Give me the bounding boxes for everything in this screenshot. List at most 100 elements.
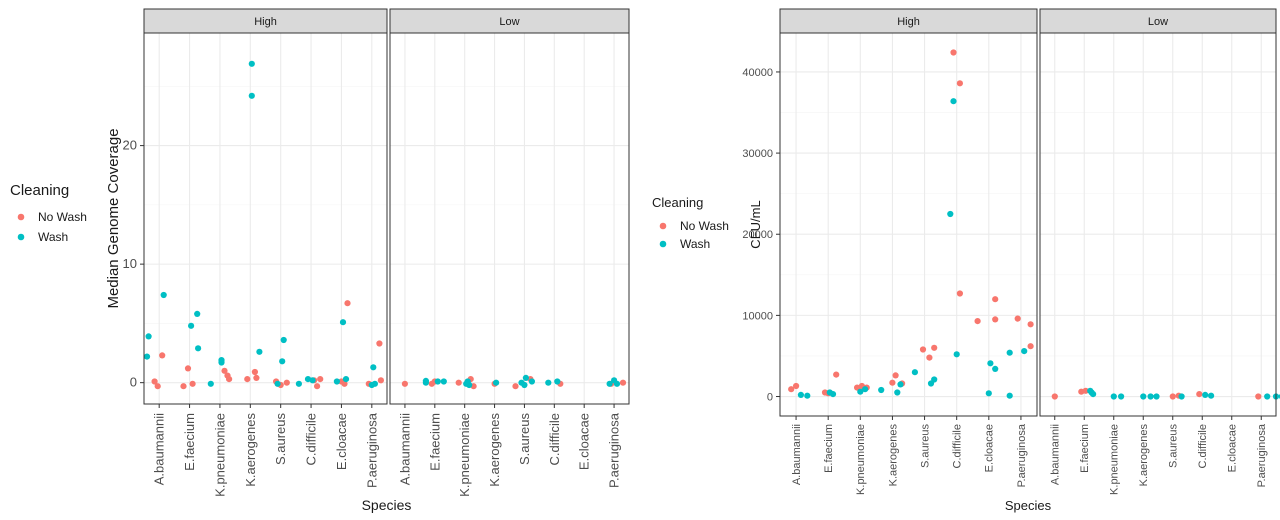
data-point-wash <box>333 378 340 385</box>
x-tick-label: K.pneumoniae <box>1109 424 1121 495</box>
x-tick-label: E.faecium <box>182 413 197 471</box>
data-point-wash <box>194 310 201 317</box>
strip-background <box>779 8 1038 34</box>
data-point-no-wash <box>950 49 957 56</box>
data-point-wash <box>1147 393 1154 400</box>
legend-title: Cleaning <box>10 182 69 199</box>
panel-background <box>780 33 1037 416</box>
data-point-no-wash <box>992 296 999 303</box>
data-point-no-wash <box>180 383 187 390</box>
data-point-wash <box>1264 393 1271 400</box>
y-tick-label: 20 <box>123 138 137 153</box>
data-point-no-wash <box>253 374 260 381</box>
data-point-no-wash <box>151 378 158 385</box>
data-point-wash <box>953 351 960 358</box>
data-point-wash <box>160 291 167 299</box>
data-point-wash <box>826 389 833 396</box>
data-point-no-wash <box>1082 387 1089 394</box>
data-point-no-wash <box>189 380 196 387</box>
x-tick-label: S.aureus <box>1168 424 1180 469</box>
data-point-no-wash <box>1051 393 1058 400</box>
y-tick-label: 30000 <box>742 148 773 160</box>
data-point-wash <box>143 353 151 360</box>
data-point-wash <box>987 360 994 367</box>
strip-label: Low <box>1148 16 1168 28</box>
x-tick-label: A.baumannii <box>1050 424 1062 485</box>
data-point-wash <box>1118 393 1125 400</box>
strip-label: Low <box>499 16 519 28</box>
x-tick-label: C.difficile <box>304 413 319 466</box>
x-tick-label: S.aureus <box>517 413 532 466</box>
legend: Cleaning No Wash Wash <box>652 195 729 251</box>
data-point-wash <box>248 60 255 67</box>
data-point-wash <box>207 380 214 387</box>
data-point-wash <box>422 377 429 384</box>
strip-background <box>143 8 388 34</box>
data-point-wash <box>295 380 302 387</box>
data-point-no-wash <box>455 379 462 386</box>
data-point-no-wash <box>889 379 896 386</box>
data-point-no-wash <box>184 365 192 372</box>
x-tick-label: K.aerogenes <box>487 413 502 487</box>
data-point-no-wash <box>956 290 964 297</box>
x-tick-label: E.faecium <box>427 413 442 471</box>
legend-label: No Wash <box>680 219 729 233</box>
data-point-no-wash <box>1027 321 1034 328</box>
data-point-no-wash <box>159 352 166 359</box>
x-tick-label: C.difficile <box>1197 424 1209 468</box>
y-tick-label: 10 <box>123 256 137 271</box>
data-point-wash <box>613 380 621 387</box>
data-point-no-wash <box>833 371 840 378</box>
data-point-no-wash <box>619 379 627 386</box>
x-tick-label: K.pneumoniae <box>855 424 867 495</box>
legend-key-wash <box>17 233 25 241</box>
strip-background <box>1039 8 1277 34</box>
data-point-wash <box>218 357 225 364</box>
data-point-no-wash <box>788 386 795 393</box>
x-tick-label: K.aerogenes <box>1138 424 1150 487</box>
data-point-no-wash <box>376 340 383 347</box>
x-tick-label: K.pneumoniae <box>457 413 472 497</box>
facet-panel-low: Low A.baumannii E.faecium K.pneumoniae K.aer… <box>1039 8 1280 495</box>
data-point-wash <box>309 377 316 384</box>
y-tick-label: 10000 <box>742 310 773 322</box>
strip-label: High <box>897 16 920 28</box>
data-point-no-wash <box>317 376 324 383</box>
x-tick-label: A.baumannii <box>791 424 803 485</box>
x-tick-label: A.baumannii <box>398 413 413 485</box>
data-point-wash <box>528 378 536 385</box>
data-point-wash <box>797 391 805 398</box>
data-point-wash <box>521 381 528 389</box>
data-point-no-wash <box>1255 393 1262 400</box>
data-point-wash <box>274 380 281 387</box>
data-point-no-wash <box>793 382 800 390</box>
data-point-wash <box>371 380 378 387</box>
y-tick-label: 0 <box>130 375 137 390</box>
data-point-wash <box>1153 393 1160 400</box>
y-tick-label: 20000 <box>742 229 773 241</box>
x-tick-label: E.faecium <box>1079 424 1091 473</box>
panel-background <box>390 33 629 404</box>
data-point-no-wash <box>221 367 228 374</box>
data-point-wash <box>1088 389 1095 396</box>
data-point-no-wash <box>919 346 927 353</box>
chart-2: High A.baumannii E.faecium K.pneumoniae K.ae… <box>652 8 1280 513</box>
data-point-wash <box>894 389 901 396</box>
x-tick-label: K.pneumoniae <box>213 413 228 497</box>
data-point-wash <box>466 381 473 389</box>
data-point-no-wash <box>377 377 384 384</box>
y-axis-title: CFU/mL <box>748 200 763 248</box>
data-point-no-wash <box>1014 315 1021 322</box>
data-point-wash <box>1140 393 1147 400</box>
legend-key-wash <box>659 240 667 248</box>
legend-label: Wash <box>680 237 710 251</box>
data-point-no-wash <box>251 368 258 376</box>
data-point-wash <box>1006 349 1013 356</box>
y-axis-title: Median Genome Coverage <box>105 128 122 308</box>
data-point-wash <box>1208 392 1215 399</box>
data-point-wash <box>440 378 447 385</box>
legend-label: Wash <box>38 230 68 244</box>
data-point-wash <box>493 379 500 386</box>
